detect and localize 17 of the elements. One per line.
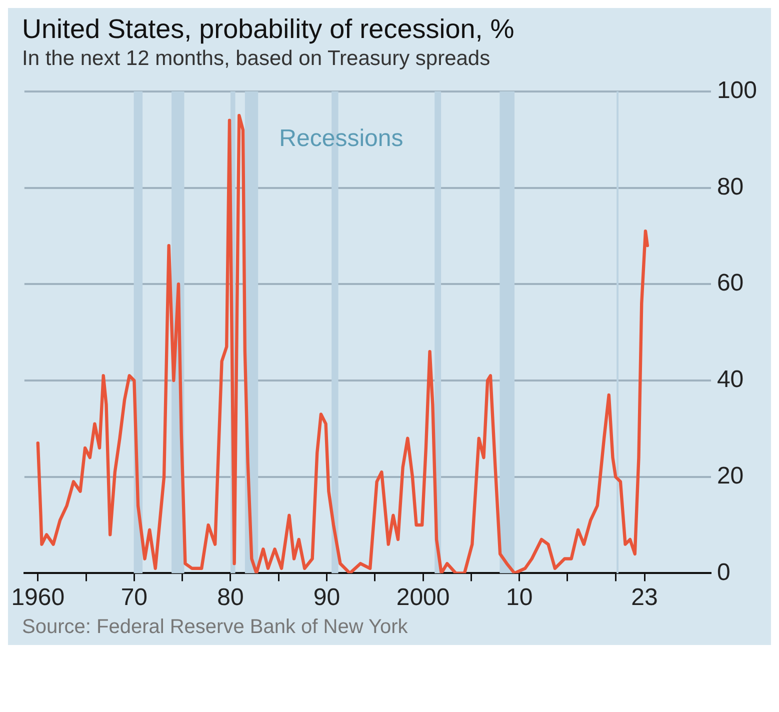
x-tick-label: 10 [506, 584, 533, 612]
chart-subtitle: In the next 12 months, based on Treasury spreads [21, 46, 492, 71]
chart-title: United States, probability of recession, % [21, 13, 516, 45]
y-tick-label: 100 [716, 77, 758, 104]
y-tick-label: 40 [716, 366, 744, 394]
x-tick-label: 1960 [11, 584, 65, 612]
x-tick-label: 80 [217, 584, 244, 612]
x-tick-label: 2000 [396, 584, 450, 612]
annotation: Recessions [279, 125, 404, 152]
y-tick-label: 60 [716, 270, 744, 297]
y-tick-label: 0 [716, 558, 730, 586]
x-tick-label: 90 [313, 584, 340, 612]
y-tick-label: 20 [716, 462, 744, 490]
x-tick-label: 23 [631, 584, 658, 612]
source-note: Source: Federal Reserve Bank of New York [21, 616, 409, 639]
y-tick-label: 80 [716, 173, 744, 200]
x-tick-label: 70 [120, 584, 148, 612]
